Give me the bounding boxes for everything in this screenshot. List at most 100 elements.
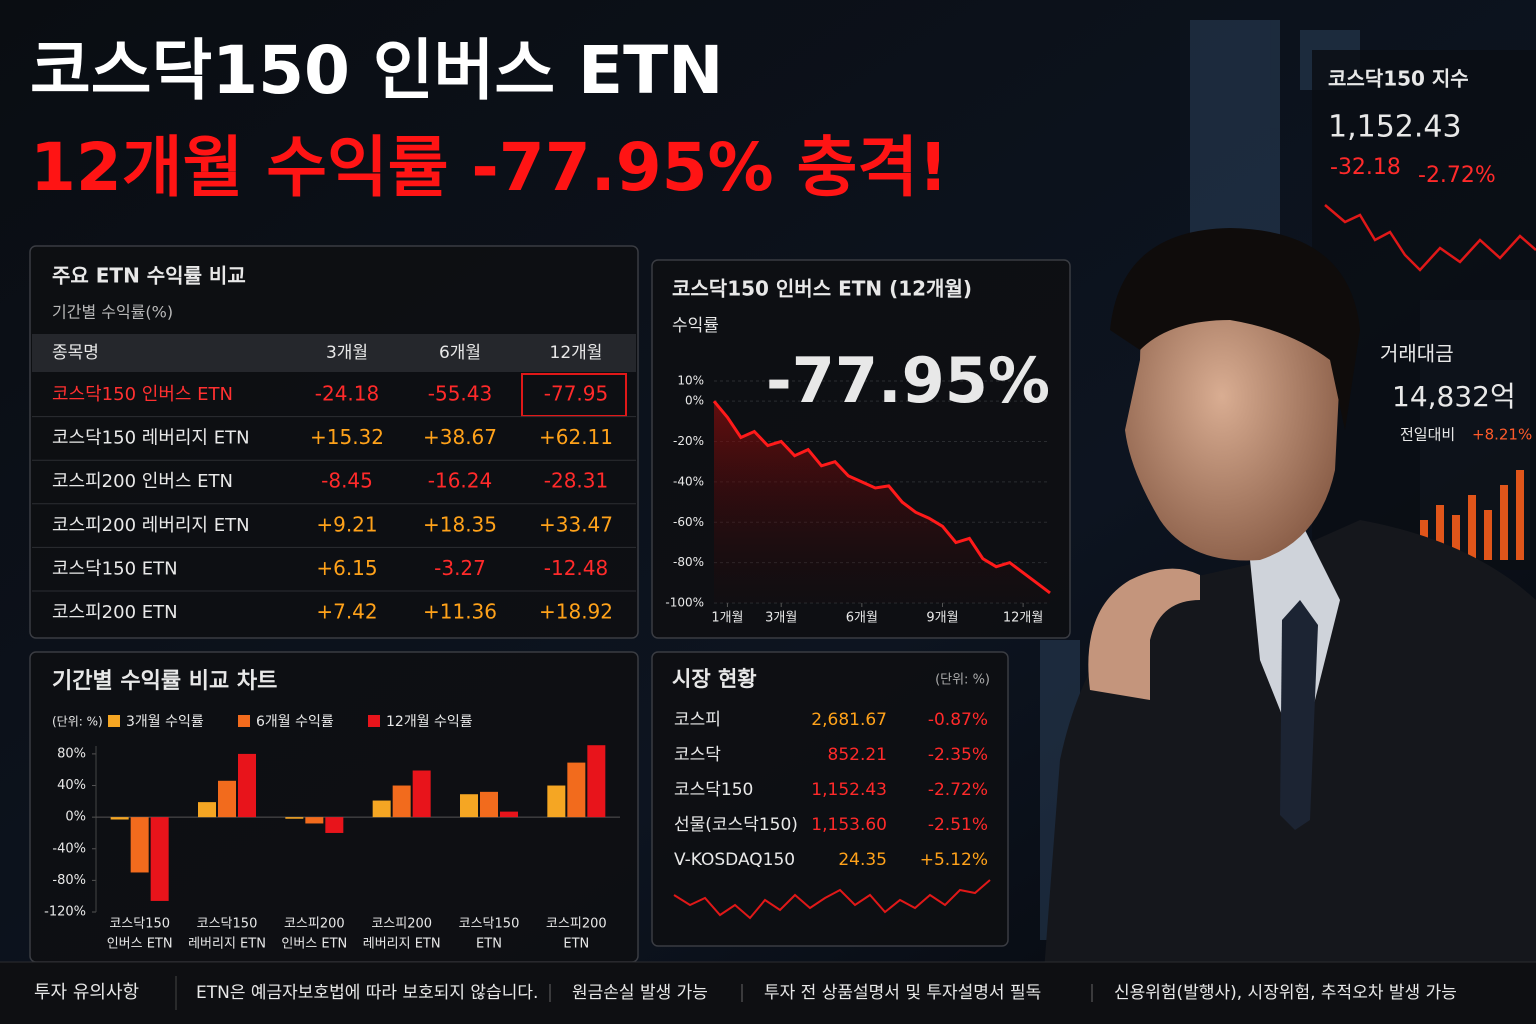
bar [238,753,256,818]
footer-note: 투자 전 상품설명서 및 투자설명서 필독 [764,983,1041,1003]
x-tick-label: 12개월 [1003,611,1043,626]
table-value: +6.15 [316,556,377,580]
footer-note: ETN은 예금자보호법에 따라 보호되지 않습니다. [196,983,538,1003]
x-tick-label: 코스닥150 [197,917,258,932]
legend-swatch [108,715,120,727]
x-tick-label: 인버스 ETN [281,937,347,952]
bar [130,817,149,873]
bar [285,817,304,819]
y-axis-label: 수익률 [672,316,719,336]
table-column-header: 6개월 [439,343,481,363]
bar [218,780,236,818]
screen-volume-change-label: 전일대비 [1400,426,1455,444]
x-tick-label: 코스닥150 [459,917,520,932]
x-tick-label: 코스피200 [284,917,345,932]
table-name: 코스피200 ETN [52,602,178,623]
annotation: -77.95% [766,344,1050,417]
y-tick-label: 10% [677,374,704,388]
bar [567,762,586,818]
footer-note: 신용위험(발행사), 시장위험, 추적오차 발생 가능 [1114,983,1457,1003]
market-value: 24.35 [838,850,887,870]
table-name: 코스닥150 인버스 ETN [52,384,233,405]
table-value: +11.36 [423,600,497,624]
market-change: -2.35% [928,745,988,765]
y-tick-label: 0% [685,394,704,408]
market-change: -0.87% [928,710,988,730]
line [712,400,1051,595]
screen-volume-value: 14,832억 [1392,380,1516,413]
table-header-bg [32,334,636,372]
line-area [714,401,1050,603]
table-value: -3.27 [434,556,486,580]
y-tick-label: -40% [673,474,704,488]
table-value: -8.45 [321,469,373,493]
screen-volume-change: +8.21% [1472,426,1532,444]
bar [325,817,344,833]
market-change: -2.51% [928,815,988,835]
bar-panel [29,651,639,963]
market-change: -2.72% [928,780,988,800]
table-title: 주요 ETN 수익률 비교 [52,264,246,288]
x-tick-label: ETN [476,937,502,952]
market-title: 시장 현황 [672,667,757,691]
y-tick-label: -20% [673,434,704,448]
y-tick-label: -100% [665,596,704,610]
chart-title: 기간별 수익률 비교 차트 [52,669,277,694]
x-tick-label: ETN [563,937,589,952]
y-tick-label: -80% [52,873,86,888]
x-tick-label: 레버리지 ETN [188,937,266,952]
screen-change: -32.18 [1330,155,1401,180]
bar [392,785,411,818]
page-subtitle: 12개월 수익률 -77.95% 충격! [30,129,948,206]
y-tick-label: -60% [673,515,704,529]
x-tick-label: 코스피200 [546,917,607,932]
market-sparkline [673,879,991,920]
highlight-box [521,373,627,417]
table-column-header: 종목명 [52,343,99,363]
y-tick-label: -80% [673,555,704,569]
bar [150,817,169,901]
table-name: 코스닥150 레버리지 ETN [52,428,250,449]
legend-label: 3개월 수익률 [126,714,204,730]
table-column-header: 3개월 [326,343,368,363]
screen-volume-label: 거래대금 [1380,342,1454,366]
market-name: 코스닥150 [674,780,753,800]
table-name: 코스닥150 ETN [52,558,178,579]
table-value: +18.92 [539,600,613,624]
screen-index-value: 1,152.43 [1328,110,1462,145]
market-unit: (단위: %) [935,673,990,688]
bar [480,791,498,818]
table-value: +38.67 [423,425,497,449]
footer-note: 원금손실 발생 가능 [572,983,708,1003]
bar [305,817,324,824]
legend-swatch [368,715,380,727]
x-tick-label: 1개월 [711,611,743,626]
y-tick-label: 80% [57,746,86,761]
market-change: +5.12% [920,850,988,870]
bar [372,800,391,818]
table-column-header: 12개월 [550,343,603,363]
table-value: -77.95 [544,382,608,406]
legend-label: 6개월 수익률 [256,714,334,730]
market-value: 1,152.43 [811,780,887,800]
bar [198,802,216,818]
y-tick-label: 40% [57,778,86,793]
legend-swatch [238,715,250,727]
bar [412,770,431,818]
y-tick-label: 0% [65,810,86,825]
y-axis-label: (단위: %) [52,715,103,729]
x-tick-label: 인버스 ETN [107,937,173,952]
x-tick-label: 코스피200 [371,917,432,932]
table-value: +18.35 [423,512,497,536]
market-name: 코스닥 [674,745,721,765]
chart-title: 코스닥150 인버스 ETN (12개월) [672,277,972,301]
market-value: 852.21 [828,745,887,765]
table-value: -28.31 [544,469,608,493]
table-value: -24.18 [315,382,379,406]
x-tick-label: 레버리지 ETN [363,937,441,952]
footer-bg [0,962,1536,1024]
table-subtitle: 기간별 수익률(%) [52,303,173,322]
x-tick-label: 코스닥150 [109,917,170,932]
x-tick-label: 3개월 [765,611,797,626]
